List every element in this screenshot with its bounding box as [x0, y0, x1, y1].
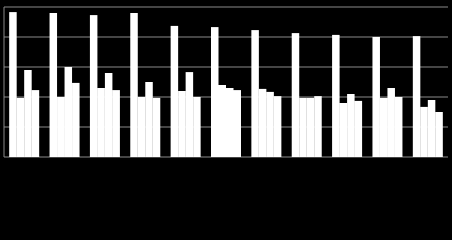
bar	[9, 12, 17, 157]
bar	[185, 72, 194, 157]
bar	[145, 82, 153, 157]
bar	[387, 88, 395, 157]
bar	[339, 103, 348, 157]
bar	[379, 97, 388, 157]
bar	[211, 27, 219, 157]
bar	[152, 97, 161, 157]
bar	[435, 112, 443, 157]
bar	[314, 96, 322, 157]
bar	[347, 94, 355, 157]
bar	[332, 34, 340, 157]
bar	[31, 90, 40, 157]
bar	[412, 36, 421, 157]
bar	[104, 73, 113, 157]
bar	[226, 88, 234, 157]
bar	[64, 67, 73, 157]
bar	[57, 97, 65, 157]
bar	[306, 97, 315, 157]
bar	[16, 97, 25, 157]
bar	[427, 100, 436, 157]
bar	[218, 85, 226, 157]
bar	[137, 97, 146, 157]
bar	[89, 15, 98, 157]
bar	[24, 70, 32, 157]
bar	[112, 90, 120, 157]
bar	[299, 97, 307, 157]
bar	[258, 88, 267, 157]
bar	[178, 91, 186, 157]
bar	[354, 100, 363, 157]
bar	[266, 91, 274, 157]
chart	[3, 6, 448, 158]
page: (() => { const data = JSON.parse(documen…	[3, 6, 448, 158]
bar	[273, 96, 282, 157]
bar	[130, 13, 138, 157]
bar	[233, 90, 241, 157]
bar	[372, 37, 380, 157]
bar	[170, 25, 179, 158]
bar	[72, 82, 80, 157]
bar	[193, 97, 201, 157]
bar	[420, 106, 428, 157]
bar	[97, 88, 105, 157]
bar	[49, 13, 58, 157]
bar	[291, 33, 300, 157]
bar	[251, 30, 259, 158]
bar	[394, 97, 403, 157]
